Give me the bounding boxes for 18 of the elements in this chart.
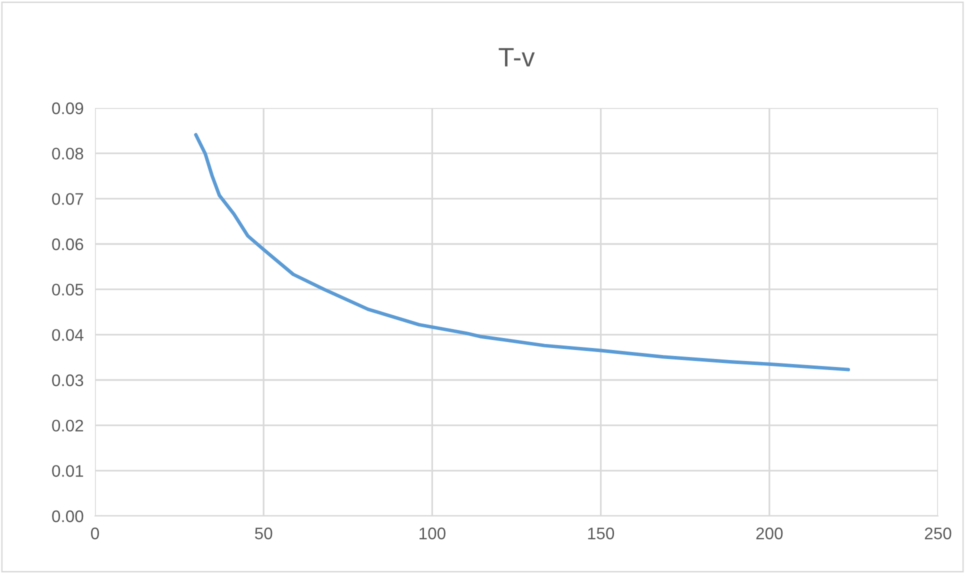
x-tick-label: 0 xyxy=(91,528,99,540)
x-tick-label: 50 xyxy=(255,528,272,540)
x-tick-label: 100 xyxy=(420,528,446,540)
y-tick-label: 0.09 xyxy=(52,102,84,114)
x-tick-label: 150 xyxy=(588,528,614,540)
line-series xyxy=(194,133,850,372)
y-tick-label: 0.00 xyxy=(52,510,84,522)
y-tick-label: 0.03 xyxy=(52,374,84,386)
y-tick-label: 0.08 xyxy=(52,148,84,160)
chart-title: T-v xyxy=(498,48,535,66)
x-tick-label: 200 xyxy=(756,528,783,540)
y-tick-label: 0.05 xyxy=(52,284,84,296)
y-tick-label: 0.04 xyxy=(52,329,84,341)
x-tick-label: 250 xyxy=(924,528,952,540)
y-tick-label: 0.02 xyxy=(52,420,84,432)
y-tick-label: 0.07 xyxy=(52,193,84,205)
y-tick-label: 0.01 xyxy=(52,465,84,477)
y-tick-label: 0.06 xyxy=(52,238,84,250)
